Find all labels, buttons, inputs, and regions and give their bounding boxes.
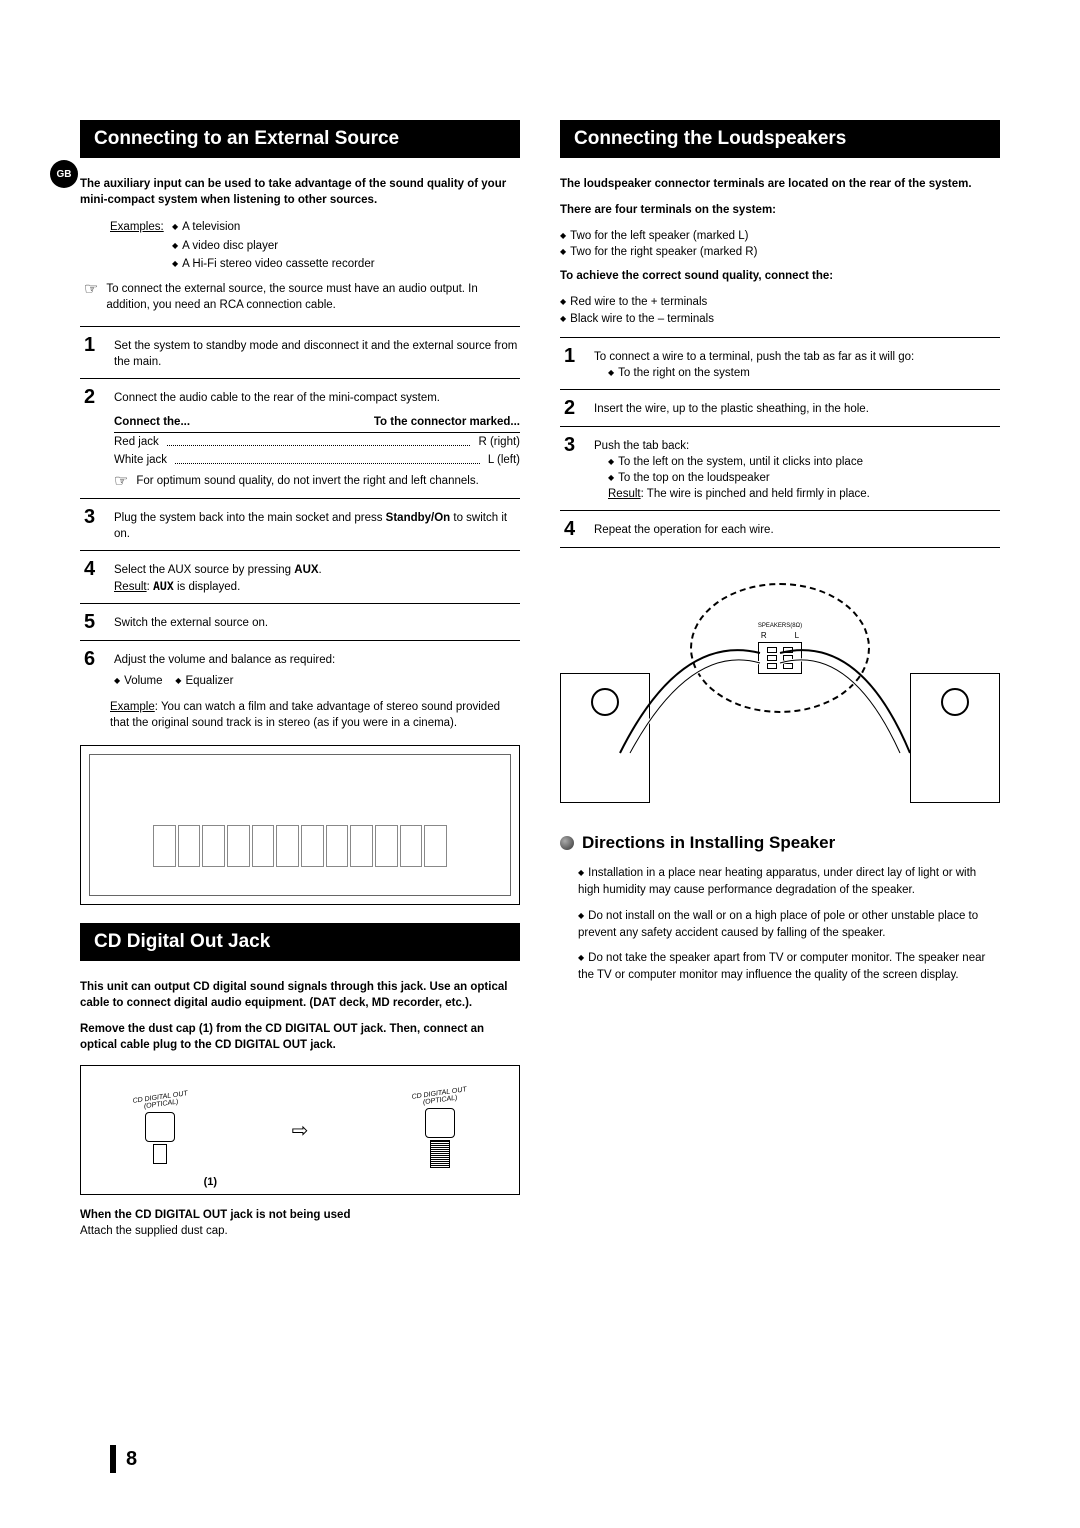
direction-item: Do not take the speaker apart from TV or…	[578, 950, 1000, 985]
direction-item: Installation in a place near heating app…	[578, 865, 1000, 900]
ls-step-4: 4 Repeat the operation for each wire.	[560, 519, 1000, 539]
pointer-icon: ☞	[114, 474, 128, 490]
ls-step-3: 3 Push the tab back: To the left on the …	[560, 435, 1000, 502]
subsection-directions: Directions in Installing Speaker	[560, 833, 1000, 853]
connector-table: Connect the... To the connector marked..…	[114, 412, 520, 469]
page-content: Connecting to an External Source The aux…	[80, 120, 1000, 1239]
cd-paragraph-1: This unit can output CD digital sound si…	[80, 979, 520, 1011]
step-3: 3 Plug the system back into the main soc…	[80, 507, 520, 542]
step-4: 4 Select the AUX source by pressing AUX.…	[80, 559, 520, 595]
terminal-item: Two for the left speaker (marked L)	[560, 228, 1000, 244]
pointer-icon: ☞	[84, 282, 98, 298]
examples-label: Examples:	[110, 218, 172, 236]
bullet-icon	[560, 836, 574, 850]
intro-text: The auxiliary input can be used to take …	[80, 176, 520, 208]
example-item: A video disc player	[172, 237, 278, 255]
step-5: 5 Switch the external source on.	[80, 612, 520, 632]
directions-list: Installation in a place near heating app…	[560, 865, 1000, 985]
wire-heading: To achieve the correct sound quality, co…	[560, 268, 1000, 284]
section-header-loudspeakers: Connecting the Loudspeakers	[560, 120, 1000, 158]
note: ☞ To connect the external source, the so…	[80, 281, 520, 313]
cd-paragraph-2: Remove the dust cap (1) from the CD DIGI…	[80, 1021, 520, 1053]
loudspeaker-intro: The loudspeaker connector terminals are …	[560, 176, 1000, 192]
example-item: A television	[172, 218, 240, 236]
step-1: 1 Set the system to standby mode and dis…	[80, 335, 520, 370]
wire-item: Red wire to the + terminals	[560, 294, 1000, 310]
wire-item: Black wire to the – terminals	[560, 311, 1000, 327]
step-6: 6 Adjust the volume and balance as requi…	[80, 649, 520, 688]
ls-step-1: 1 To connect a wire to a terminal, push …	[560, 346, 1000, 381]
speaker-wiring-diagram: SPEAKERS(8Ω) RL	[560, 573, 1000, 803]
example-note: Example: You can watch a film and take a…	[80, 699, 520, 731]
direction-item: Do not install on the wall or on a high …	[578, 908, 1000, 943]
region-badge: GB	[50, 160, 78, 188]
section-header-external-source: Connecting to an External Source	[80, 120, 520, 158]
right-column: Connecting the Loudspeakers The loudspea…	[560, 120, 1000, 1239]
page-number: 8	[110, 1445, 137, 1473]
example-item: A Hi-Fi stereo video cassette recorder	[172, 255, 375, 273]
examples-list: Examples: A television A video disc play…	[80, 218, 520, 273]
terminal-item: Two for the right speaker (marked R)	[560, 244, 1000, 260]
rear-panel-diagram	[80, 745, 520, 905]
ls-step-2: 2 Insert the wire, up to the plastic she…	[560, 398, 1000, 418]
divider	[80, 326, 520, 327]
step-2: 2 Connect the audio cable to the rear of…	[80, 387, 520, 490]
section-header-cd-digital: CD Digital Out Jack	[80, 923, 520, 961]
cd-note: When the CD DIGITAL OUT jack is not bein…	[80, 1207, 520, 1239]
cd-digital-out-diagram: CD DIGITAL OUT(OPTICAL) ⇨ CD DIGITAL OUT…	[80, 1065, 520, 1195]
terminals-heading: There are four terminals on the system:	[560, 202, 1000, 218]
left-column: Connecting to an External Source The aux…	[80, 120, 520, 1239]
arrow-icon: ⇨	[292, 1118, 309, 1143]
